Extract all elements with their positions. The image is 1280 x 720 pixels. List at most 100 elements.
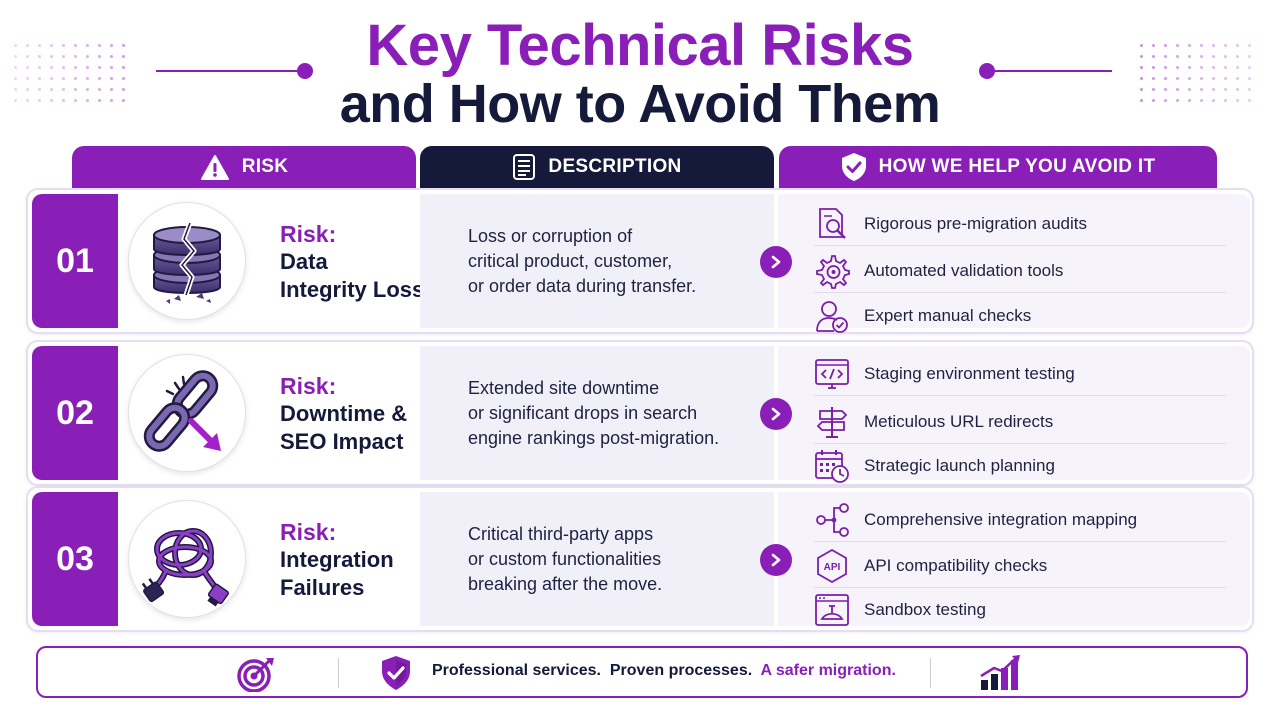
decorative-dot [26, 55, 29, 58]
help-item-text: Staging environment testing [864, 363, 1075, 383]
decorative-dot [38, 99, 41, 102]
decorative-dot [86, 66, 89, 69]
decorative-dot [1248, 77, 1251, 80]
help-item-text: Meticulous URL redirects [864, 411, 1054, 431]
decorative-dot [1140, 55, 1143, 58]
footer-tagline: Professional services. Proven processes.… [432, 662, 896, 680]
decorative-dot [98, 66, 101, 69]
decorative-dot [50, 66, 53, 69]
decorative-dot [1152, 77, 1155, 80]
decorative-dot [1236, 55, 1239, 58]
decorative-dot [1224, 99, 1227, 102]
risk-icon-circle [128, 202, 246, 320]
decorative-dot [1152, 66, 1155, 69]
code-window-icon [815, 358, 849, 389]
decorative-dot [1212, 88, 1215, 91]
target-icon [236, 656, 276, 697]
risk-description: Loss or corruption of critical product, … [420, 194, 774, 328]
risk-title: Risk: Downtime & SEO Impact [280, 372, 430, 456]
decorative-dot [1164, 99, 1167, 102]
document-magnifier-icon [819, 207, 846, 239]
risk-number: 02 [32, 346, 118, 480]
decorative-dot [74, 55, 77, 58]
help-item: Sandbox testing [814, 588, 1226, 632]
risk-description: Critical third-party apps or custom func… [420, 492, 774, 626]
decorative-dots-right [1140, 44, 1260, 106]
decorative-dot [1152, 88, 1155, 91]
risk-name-line-2: SEO Impact [280, 429, 404, 454]
integration-map-icon [816, 502, 849, 537]
decorative-dot [1140, 99, 1143, 102]
description-line-2: or significant drops in search [468, 402, 698, 423]
decorative-dot [122, 99, 125, 102]
decorative-dot [1188, 66, 1191, 69]
decorative-dot [1212, 77, 1215, 80]
document-icon [513, 154, 536, 180]
decorative-dot [110, 88, 113, 91]
risk-label: Risk: [280, 221, 337, 247]
broken-link-icon [143, 370, 221, 452]
decorative-dot [1140, 44, 1143, 47]
footer-tagline-part-2: Proven processes. [609, 662, 753, 679]
shield-check-icon [841, 153, 866, 181]
description-line-3: engine rankings post-migration. [468, 427, 720, 448]
decorative-dot [110, 99, 113, 102]
decorative-dot [26, 44, 29, 47]
decorative-dot [1164, 88, 1167, 91]
risk-number: 03 [32, 492, 118, 626]
help-item-text: Automated validation tools [864, 260, 1064, 280]
decorative-dot [14, 88, 17, 91]
help-list: Staging environment testing Meticulous U… [778, 346, 1250, 483]
decorative-dot [1188, 88, 1191, 91]
risk-row-2: 02 Risk: Downtime & SEO Impact Ex [26, 340, 1254, 486]
help-item: Comprehensive integration mapping [814, 498, 1226, 542]
decorative-dot [122, 44, 125, 47]
decorative-dot [1188, 77, 1191, 80]
risk-icon-container [122, 354, 252, 472]
decorative-dot [50, 88, 53, 91]
decorative-dot [38, 66, 41, 69]
api-badge-icon: API [817, 548, 847, 583]
decorative-dot [122, 66, 125, 69]
risk-name-line-1: Downtime & [280, 401, 408, 426]
decorative-dot [1140, 66, 1143, 69]
decorative-dot [86, 99, 89, 102]
user-check-icon [816, 301, 848, 333]
decorative-dot [1212, 99, 1215, 102]
sandbox-window-icon [815, 594, 849, 626]
decorative-dot [1188, 44, 1191, 47]
decorative-dot [1236, 66, 1239, 69]
decorative-dot [98, 77, 101, 80]
decorative-dot [1200, 44, 1203, 47]
chevron-right-icon [760, 398, 792, 430]
footer-divider [338, 658, 339, 688]
decorative-dot [1236, 44, 1239, 47]
decorative-dot [50, 77, 53, 80]
decorative-dot [62, 99, 65, 102]
help-item: Expert manual checks [814, 294, 1226, 338]
column-header-risk-label: RISK [241, 156, 289, 177]
decorative-dot [1176, 55, 1179, 58]
decorative-dot [86, 88, 89, 91]
decorative-dot [1164, 77, 1167, 80]
decorative-dot [26, 66, 29, 69]
decorative-dots-left [14, 44, 134, 106]
decorative-dot [1152, 99, 1155, 102]
decorative-dot [14, 55, 17, 58]
decorative-dot [74, 44, 77, 47]
page-title-line-2: and How to Avoid Them [339, 74, 941, 134]
description-line-2: or custom functionalities [468, 548, 662, 569]
decorative-dot [122, 55, 125, 58]
decorative-dot [74, 77, 77, 80]
risk-name-line-2: Integrity Loss [280, 277, 425, 302]
decorative-dot [1176, 44, 1179, 47]
decorative-dot [1176, 99, 1179, 102]
footer-divider [930, 658, 931, 688]
decorative-dot [98, 44, 101, 47]
decorative-dot [1236, 99, 1239, 102]
help-item-text: Expert manual checks [864, 306, 1032, 325]
decorative-dot [1212, 44, 1215, 47]
help-item-text: Sandbox testing [864, 600, 986, 619]
decorative-dot [62, 55, 65, 58]
decorative-dot [50, 44, 53, 47]
